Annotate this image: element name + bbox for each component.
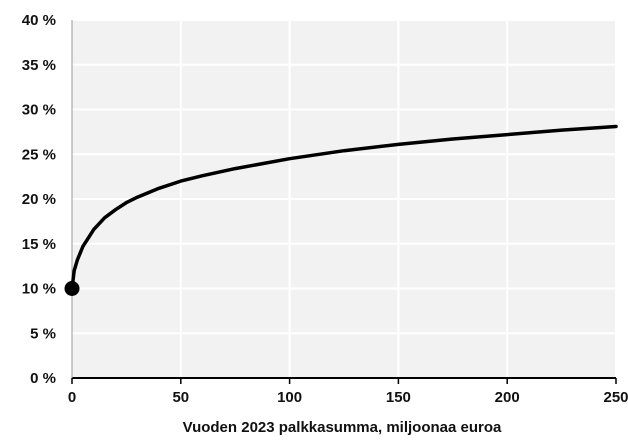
x-tick-label: 0 bbox=[68, 389, 76, 406]
y-tick-label: 0 % bbox=[30, 370, 56, 387]
y-axis-ticks: 0 % 5 % 10 % 15 % 20 % 25 % 30 % 35 % 40 % bbox=[22, 12, 56, 387]
x-tick-label: 50 bbox=[172, 389, 189, 406]
y-tick-label: 10 % bbox=[22, 281, 56, 298]
series-group bbox=[64, 124, 618, 296]
y-tick-label: 25 % bbox=[22, 146, 56, 163]
y-tick-label: 15 % bbox=[22, 236, 56, 253]
x-axis-label: Vuoden 2023 palkkasumma, miljoonaa euroa bbox=[183, 419, 502, 436]
gridlines bbox=[72, 19, 617, 378]
series-line bbox=[70, 124, 618, 291]
x-tick-label: 100 bbox=[277, 389, 302, 406]
y-tick-label: 5 % bbox=[30, 325, 56, 342]
y-tick-label: 40 % bbox=[22, 12, 56, 29]
x-tick-label: 250 bbox=[603, 389, 628, 406]
start-point-marker bbox=[64, 281, 80, 296]
x-tick-label: 200 bbox=[495, 389, 520, 406]
y-tick-label: 20 % bbox=[22, 191, 56, 208]
y-tick-label: 30 % bbox=[22, 102, 56, 119]
y-tick-label: 35 % bbox=[22, 57, 56, 74]
axes bbox=[71, 20, 616, 379]
x-axis-ticks: 0 50 100 150 200 250 bbox=[68, 378, 628, 406]
x-tick-label: 150 bbox=[386, 389, 411, 406]
